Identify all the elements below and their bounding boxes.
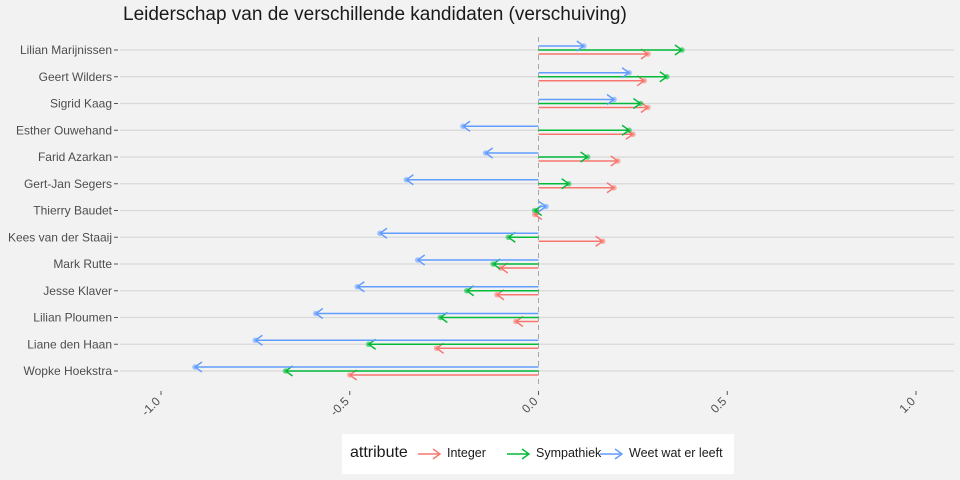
y-tick-label: Thierry Baudet <box>33 204 112 218</box>
chart-title: Leiderschap van de verschillende kandida… <box>123 4 627 25</box>
y-tick-label: Lilian Ploumen <box>33 311 112 325</box>
data-point <box>679 47 685 53</box>
data-point <box>490 261 497 267</box>
legend-keys <box>418 448 624 460</box>
y-tick-label: Esther Ouwehand <box>16 123 112 137</box>
data-point <box>664 73 670 80</box>
data-point <box>433 345 440 352</box>
y-tick-label: Wopke Hoekstra <box>24 364 113 378</box>
legend: attribute Integer Sympathiek Weet wat er… <box>342 434 734 474</box>
data-point <box>614 158 621 164</box>
y-tick-label: Gert-Jan Segers <box>24 177 112 191</box>
x-tick-label: 0.0 <box>519 394 541 416</box>
y-tick-label: Sigrid Kaag <box>50 97 112 111</box>
legend-title: attribute <box>350 444 408 461</box>
data-point <box>599 238 606 245</box>
legend-label-integer: Integer <box>447 446 486 460</box>
data-point <box>611 96 617 103</box>
data-point <box>346 372 353 378</box>
data-point <box>312 310 319 317</box>
data-point <box>403 176 410 183</box>
y-tick-label: Lilian Marijnissen <box>20 43 112 57</box>
data-point <box>414 257 421 263</box>
legend-key-arrowhead <box>614 448 624 460</box>
data-point <box>482 150 489 156</box>
x-tick-label: 0.5 <box>708 394 730 416</box>
data-point <box>252 337 259 344</box>
y-tick-label: Liane den Haan <box>27 337 112 351</box>
data-point <box>641 77 647 84</box>
data-point <box>282 368 289 374</box>
data-point <box>543 203 549 210</box>
data-point <box>565 180 572 187</box>
data-point <box>365 341 372 348</box>
data-point <box>531 207 538 214</box>
data-point <box>437 314 444 321</box>
data-point <box>630 131 636 138</box>
data-point <box>626 127 632 134</box>
y-tick-label: Geert Wilders <box>39 70 112 84</box>
data-point <box>513 318 519 325</box>
data-point <box>460 123 466 130</box>
data-point <box>531 211 538 218</box>
data-point <box>611 184 617 191</box>
data-point <box>584 154 591 160</box>
data-point <box>192 364 198 370</box>
data-point <box>626 69 632 76</box>
data-point <box>645 104 651 111</box>
data-point <box>377 230 383 237</box>
x-tick-label: -1.0 <box>139 394 164 419</box>
y-tick-label: Kees van der Staaij <box>8 230 112 244</box>
y-tick-label: Jesse Klaver <box>43 284 112 298</box>
data-point <box>505 234 512 241</box>
y-tick-label: Mark Rutte <box>53 257 112 271</box>
data-point <box>463 287 470 294</box>
y-tick-label: Farid Azarkan <box>38 150 112 164</box>
legend-label-sympathiek: Sympathiek <box>536 446 602 460</box>
x-tick-label: 1.0 <box>896 394 918 416</box>
legend-key-arrowhead <box>521 448 531 460</box>
data-point <box>497 265 504 271</box>
legend-key-arrowhead <box>432 448 442 460</box>
legend-label-weet-wat-er-leeft: Weet wat er leeft <box>629 446 723 460</box>
data-point <box>637 100 644 107</box>
data-point <box>645 51 651 57</box>
data-point <box>354 283 361 290</box>
x-tick-label: -0.5 <box>327 394 352 419</box>
data-point <box>581 43 587 49</box>
data-point <box>494 291 500 298</box>
